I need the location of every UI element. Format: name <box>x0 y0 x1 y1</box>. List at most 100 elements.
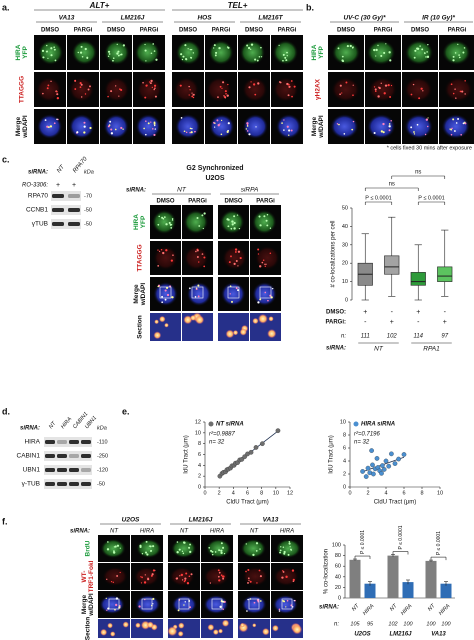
focus <box>220 549 223 552</box>
focus <box>252 553 255 557</box>
focus <box>248 133 251 136</box>
annotation: ns <box>415 170 421 176</box>
focus <box>109 120 112 123</box>
focus <box>168 221 171 225</box>
focus <box>184 57 188 61</box>
cell-line: LM216J <box>189 517 213 524</box>
point <box>396 456 401 462</box>
nucleus <box>135 594 161 615</box>
focus <box>453 130 456 132</box>
nucleus <box>153 281 178 307</box>
n-value: 105 <box>350 621 360 627</box>
focus <box>245 543 247 545</box>
focus <box>117 50 120 53</box>
focus <box>236 214 239 216</box>
focus <box>50 47 53 50</box>
focus <box>282 570 284 572</box>
focus <box>266 224 269 227</box>
focus <box>189 127 192 130</box>
focus <box>118 606 121 609</box>
focus <box>217 569 220 572</box>
annotation: P ≤ 0.0001 <box>436 531 442 555</box>
nucleus <box>441 113 471 140</box>
row-label: w/DAPI <box>22 115 29 139</box>
focus <box>221 575 224 578</box>
focus <box>254 58 257 61</box>
focus <box>382 122 385 126</box>
y-tick-label: 4 <box>343 458 346 464</box>
focus <box>454 52 457 54</box>
focus <box>460 133 463 136</box>
row-label: HIRA <box>15 44 22 60</box>
nucleus <box>240 538 267 559</box>
zoom-box <box>281 598 293 610</box>
focus <box>171 218 174 220</box>
treatment: DMSO <box>337 28 355 34</box>
y-tick-label: 2 <box>343 471 346 477</box>
point <box>248 449 254 455</box>
focus <box>42 92 44 95</box>
focus <box>253 601 256 604</box>
focus <box>152 597 155 601</box>
nucleus <box>251 209 277 235</box>
focus <box>235 259 238 262</box>
focus <box>47 126 50 129</box>
focus <box>247 577 250 580</box>
focus <box>457 43 459 46</box>
focus <box>145 84 148 87</box>
focus <box>201 253 204 255</box>
focus <box>240 622 245 628</box>
band <box>68 208 80 212</box>
focus <box>108 53 111 55</box>
nucleus <box>68 76 95 103</box>
lane-label: HIRA <box>60 416 73 430</box>
blot-row: HIRA <box>24 439 40 446</box>
focus <box>257 253 260 255</box>
legend-label: NT siRNA <box>216 422 244 428</box>
group-label: VA13 <box>431 632 446 638</box>
focus <box>144 43 146 46</box>
focus <box>349 44 352 48</box>
row-label: HIRA <box>133 214 140 230</box>
x-tick-label: 12 <box>287 490 293 496</box>
focus <box>83 125 86 128</box>
blot-strip <box>44 437 92 447</box>
focus <box>266 214 269 216</box>
focus <box>380 82 382 85</box>
focus <box>222 608 224 610</box>
condition: IR (10 Gy)* <box>422 15 455 22</box>
focus <box>214 54 217 57</box>
focus <box>288 541 291 543</box>
focus <box>161 216 164 219</box>
bar <box>349 559 361 598</box>
focus <box>256 59 259 62</box>
kda-label: kDa <box>97 425 107 431</box>
focus <box>293 85 296 88</box>
focus <box>87 88 90 91</box>
band <box>69 440 79 444</box>
focus <box>375 55 377 57</box>
focus <box>159 315 166 323</box>
focus <box>225 329 235 339</box>
focus <box>264 263 266 265</box>
focus <box>153 121 156 124</box>
nucleus <box>404 113 434 140</box>
y-tick-label: 0 <box>343 484 346 490</box>
focus <box>259 265 262 268</box>
blot-strip <box>44 465 92 475</box>
focus <box>195 315 205 325</box>
focus <box>452 118 455 121</box>
focus <box>377 44 379 47</box>
focus <box>283 129 285 131</box>
band <box>52 222 64 226</box>
nucleus <box>242 113 269 140</box>
focus <box>198 225 201 227</box>
n-label: n: <box>334 622 339 628</box>
focus <box>116 575 119 577</box>
focus <box>147 122 150 125</box>
n-value: 100 <box>441 621 451 627</box>
focus <box>222 600 224 603</box>
n-value: 102 <box>388 621 397 627</box>
band <box>81 440 91 444</box>
